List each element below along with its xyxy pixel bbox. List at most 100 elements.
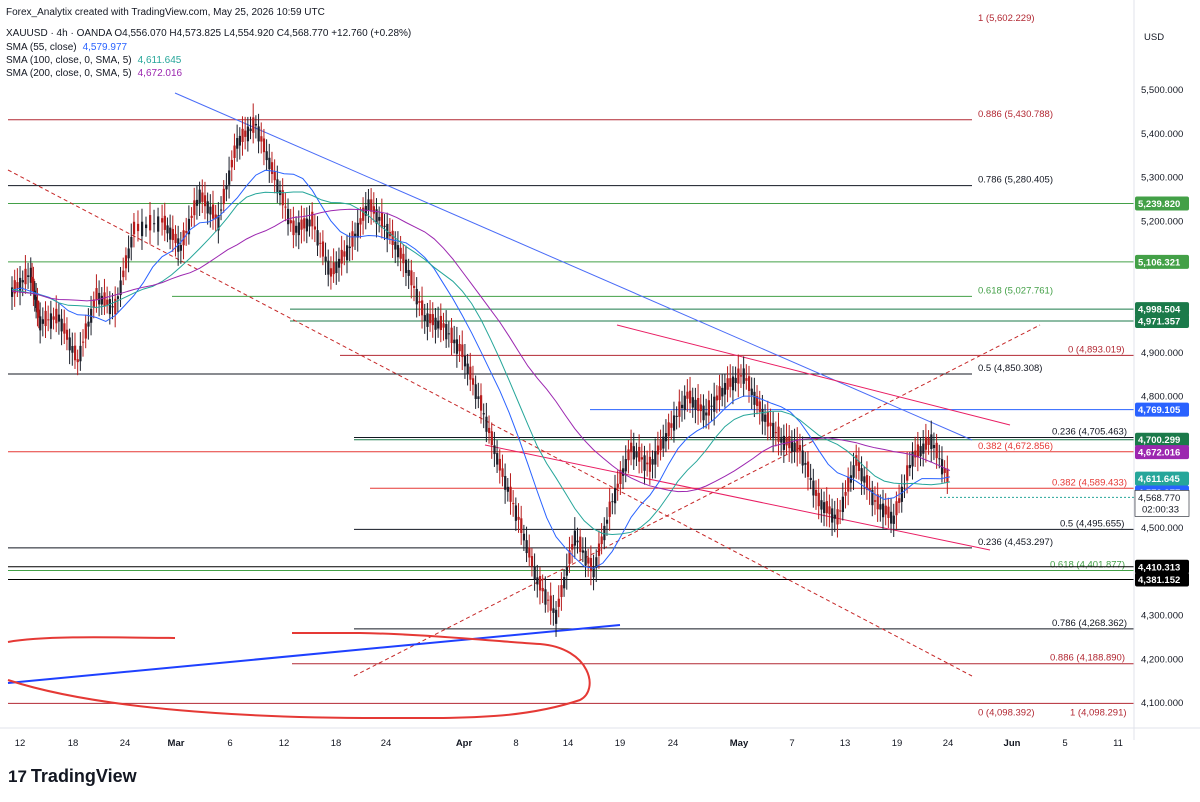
axis-price-tag-text: 4,611.645 (1138, 474, 1180, 485)
candle-body (841, 496, 844, 513)
candle-body (439, 315, 442, 331)
candle-body (287, 208, 290, 225)
axis-price-tag (1135, 302, 1189, 317)
candle-body (273, 171, 276, 181)
candle-body (421, 300, 424, 316)
candle-body (161, 218, 164, 223)
candle-body (35, 296, 38, 308)
candle-body (806, 461, 810, 477)
candle-body (244, 130, 247, 137)
candle-body (863, 476, 866, 483)
candle-body (257, 126, 260, 142)
axis-price-tag-text: 4,672.016 (1138, 448, 1180, 459)
candle-body (450, 327, 453, 344)
axis-price-tag (1135, 432, 1189, 447)
x-tick-label: Apr (456, 738, 473, 749)
axis-price-tag (1135, 572, 1189, 587)
candle-body (624, 459, 627, 472)
candle-body (493, 445, 496, 455)
fib-level-label: 0 (4,098.392) (978, 707, 1035, 718)
candle-body (212, 204, 215, 219)
candle-body (667, 422, 670, 437)
candle-body (348, 246, 351, 249)
candle-body (528, 547, 531, 558)
candle-body (839, 510, 842, 512)
fib-level-label: 0.786 (5,280.405) (978, 175, 1053, 186)
candle-body (303, 218, 306, 229)
sma-100-legend[interactable]: SMA (100, close, 0, SMA, 5) 4,611.645 (6, 55, 181, 67)
sma-200-line (11, 208, 951, 493)
candle-body (206, 201, 209, 214)
y-tick-label: 5,200.000 (1141, 216, 1183, 227)
candle-body (324, 256, 327, 262)
candle-body (47, 319, 50, 321)
candle-body (573, 530, 576, 546)
candle-body (380, 212, 384, 228)
candle-body (614, 487, 617, 504)
candle-body (39, 316, 42, 331)
candle-body (734, 377, 737, 384)
candle-body (809, 477, 812, 480)
y-tick-label: 4,300.000 (1141, 611, 1183, 622)
fib-level-label: 0.382 (4,672.856) (978, 441, 1053, 452)
candle-body (501, 468, 504, 477)
fib-level-label: 0.236 (4,705.463) (1052, 426, 1127, 437)
candle-body (27, 275, 30, 277)
candle-body (608, 501, 611, 517)
axis-price-tag (1135, 445, 1189, 460)
last-price-tag-text: 4,568.770 (1138, 493, 1180, 504)
candle-body (705, 412, 708, 416)
candle-body (79, 345, 82, 362)
candle-body (289, 220, 292, 224)
candle-body (63, 323, 66, 334)
candle-body (174, 233, 177, 244)
candle-body (860, 468, 863, 482)
sma-55-legend[interactable]: SMA (55, close) 4,579.977 (6, 42, 127, 54)
dashed-trendline-up (353, 324, 1041, 677)
candle-body (739, 375, 743, 377)
candle-body (522, 533, 526, 541)
candle-body (21, 280, 24, 283)
candle-body (311, 211, 314, 227)
candle-body (635, 451, 638, 458)
candle-body (686, 391, 689, 399)
candle-body (335, 261, 338, 274)
candle-body (327, 260, 330, 275)
candle-body (124, 255, 128, 269)
candle-body (672, 415, 676, 431)
candle-body (729, 378, 732, 387)
candle-body (509, 486, 512, 502)
candle-body (49, 313, 53, 329)
candle-body (313, 226, 317, 230)
candle-body (445, 324, 448, 340)
candle-body (922, 443, 925, 454)
candle-body (300, 219, 303, 230)
time-axis: 12 18 24 Mar 6 12 18 24 Apr 8 14 19 24 May 7 13 19 24 Jun 5… (0, 727, 1200, 749)
candle-body (329, 268, 333, 277)
candle-body (514, 505, 518, 521)
x-tick-label: 13 (840, 738, 851, 749)
candle-body (506, 486, 509, 492)
candle-body (319, 242, 322, 244)
candle-body (71, 346, 74, 353)
x-tick-label: Mar (168, 738, 185, 749)
candle-body (748, 376, 751, 391)
candle-body (544, 589, 547, 605)
candle-body (195, 199, 199, 206)
x-tick-label: 5 (1062, 738, 1067, 749)
sma-200-legend[interactable]: SMA (200, close, 0, SMA, 5) 4,672.016 (6, 68, 182, 80)
x-tick-label: 6 (227, 738, 232, 749)
candle-body (525, 540, 528, 554)
candle-body (496, 453, 499, 465)
sma-55-value: 4,579.977 (82, 42, 128, 53)
candle-body (804, 462, 807, 465)
candle-body (127, 248, 130, 259)
fib-level-label: 1 (4,098.291) (1070, 707, 1127, 718)
candle-body (356, 222, 359, 238)
candle-body (98, 292, 101, 305)
candle-body (169, 227, 172, 240)
candle-body (697, 398, 700, 411)
candle-body (364, 205, 367, 216)
candle-body (65, 329, 69, 340)
